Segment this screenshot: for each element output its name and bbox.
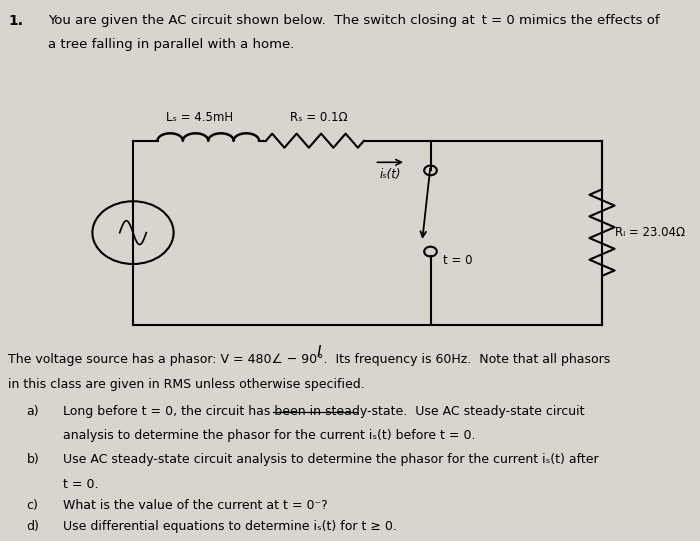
Text: 1.: 1. (8, 14, 23, 28)
Text: You are given the AC circuit shown below.  The switch closing at  t = 0 mimics t: You are given the AC circuit shown below… (48, 14, 659, 27)
Text: Rₛ = 0.1Ω: Rₛ = 0.1Ω (290, 111, 347, 124)
Text: d): d) (27, 520, 39, 533)
Text: in this class are given in RMS unless otherwise specified.: in this class are given in RMS unless ot… (8, 378, 365, 391)
Text: t = 0.: t = 0. (63, 478, 99, 491)
Text: analysis to determine the phasor for the current iₛ(t) before t = 0.: analysis to determine the phasor for the… (63, 429, 475, 442)
Text: Long before t = 0, the circuit has been in steady-state.  Use AC steady-state ci: Long before t = 0, the circuit has been … (63, 405, 584, 418)
Text: a tree falling in parallel with a home.: a tree falling in parallel with a home. (48, 38, 294, 51)
Text: Lₛ = 4.5mH: Lₛ = 4.5mH (166, 111, 233, 124)
Text: I: I (316, 345, 321, 360)
Text: a): a) (27, 405, 39, 418)
Text: b): b) (27, 453, 39, 466)
Text: What is the value of the current at t = 0⁻?: What is the value of the current at t = … (63, 499, 328, 512)
Text: The voltage source has a phasor: V = 480∠ − 90°.  Its frequency is 60Hz.  Note t: The voltage source has a phasor: V = 480… (8, 353, 610, 366)
Text: iₛ(t): iₛ(t) (379, 168, 401, 181)
Text: c): c) (27, 499, 38, 512)
Text: Use AC steady-state circuit analysis to determine the phasor for the current iₛ(: Use AC steady-state circuit analysis to … (63, 453, 598, 466)
Text: t = 0: t = 0 (443, 254, 473, 267)
Text: Rₗ = 23.04Ω: Rₗ = 23.04Ω (615, 226, 685, 239)
Text: Use differential equations to determine iₛ(t) for t ≥ 0.: Use differential equations to determine … (63, 520, 397, 533)
